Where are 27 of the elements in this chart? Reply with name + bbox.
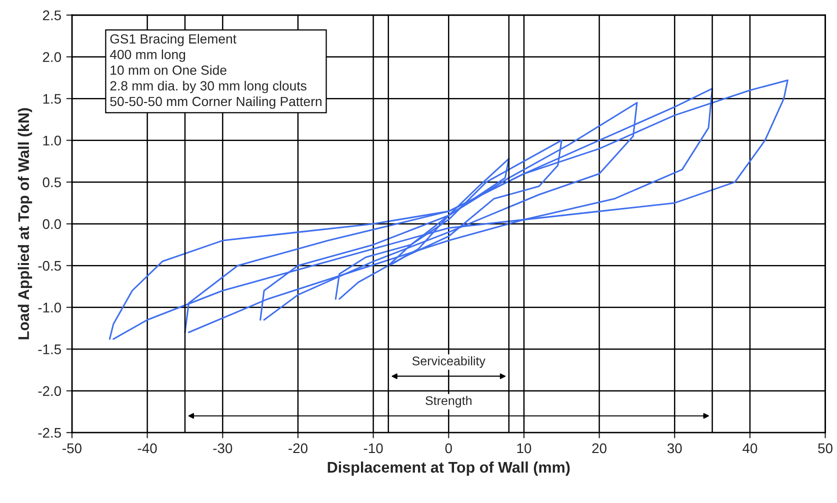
y-tick-label: 2.5 <box>42 10 61 20</box>
x-tick-label: 20 <box>592 443 606 454</box>
y-tick-label: 0.0 <box>42 219 62 230</box>
x-tick-label: 50 <box>818 443 832 454</box>
y-tick-label: -2.0 <box>38 386 62 396</box>
x-tick-label: -20 <box>288 443 308 454</box>
x-tick-label: -10 <box>364 443 383 454</box>
x-tick-label: 30 <box>667 443 682 454</box>
y-tick-label: 1.5 <box>43 94 61 104</box>
x-tick-label: 10 <box>517 443 532 454</box>
annotation: Strength <box>426 396 472 408</box>
x-tick-label: 0 <box>445 443 452 454</box>
y-tick-label: -1.0 <box>38 302 62 312</box>
y-tick-label: 1.0 <box>43 136 62 146</box>
y-axis-title: Load Applied at Top of Wall (kN) <box>18 108 32 340</box>
y-tick-label: -0.5 <box>38 260 61 271</box>
annotation: GS1 Bracing Element 400 mm long 10 mm on One Side 2.8 mm dia. by 30 mm long clouts 50-50-50 mm Corner Nailing Pattern <box>110 34 322 109</box>
x-tick-label: -40 <box>138 443 157 454</box>
x-axis-title: Displacement at Top of Wall (mm) <box>328 462 570 476</box>
y-tick-label: 0.5 <box>42 177 61 188</box>
x-tick-label: -50 <box>62 443 82 454</box>
x-tick-label: 40 <box>742 443 758 454</box>
annotation: Serviceability <box>412 356 486 368</box>
y-tick-label: -1.5 <box>38 344 61 354</box>
y-tick-label: -2.5 <box>38 428 61 438</box>
x-tick-label: -30 <box>213 443 232 454</box>
y-tick-label: 2.0 <box>42 52 62 62</box>
